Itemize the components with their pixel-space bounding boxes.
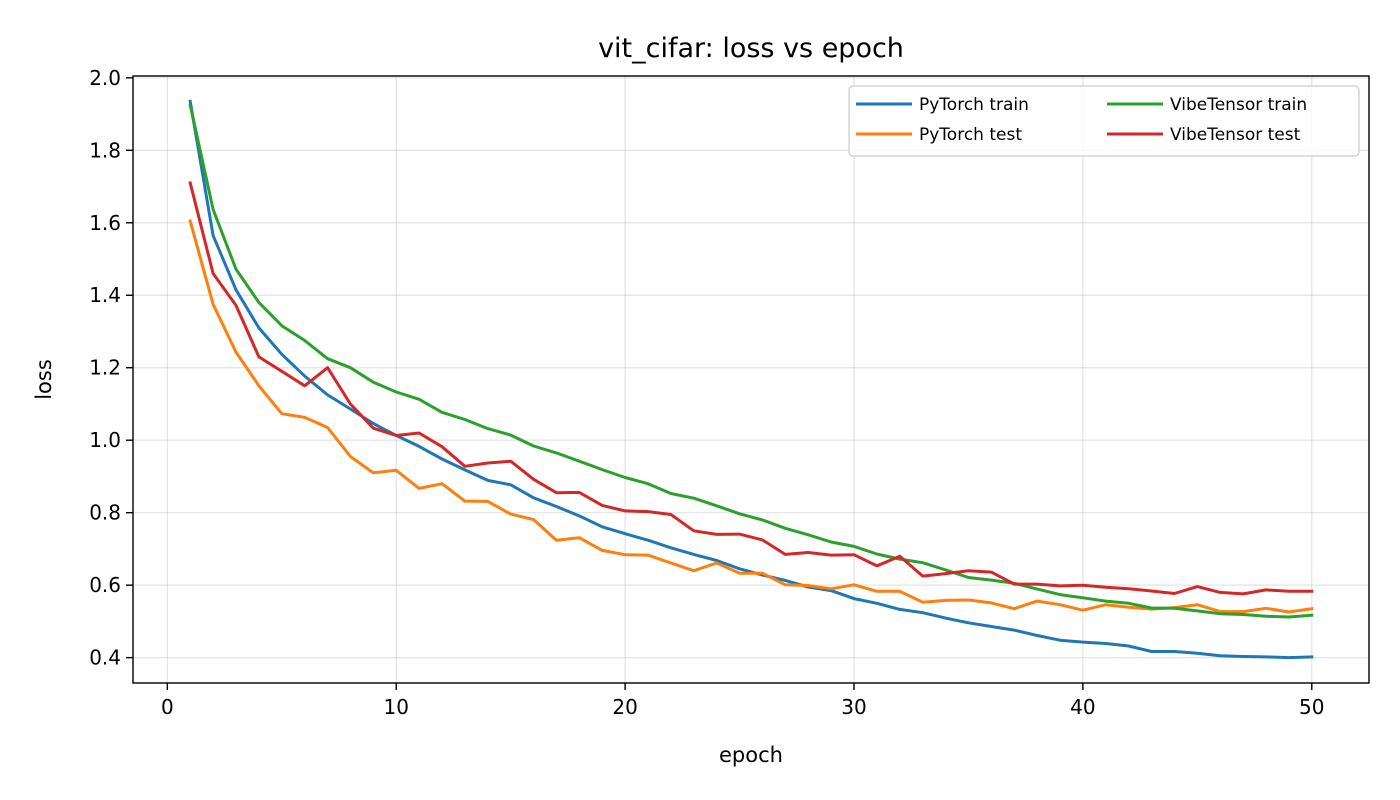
series-line-vibetensor-test [188,181,1314,596]
y-axis: 0.4 0.6 0.8 1.0 1.2 1.4 1.6 1.8 2.0 [89,66,133,670]
legend-label-vibetensor-train: VibeTensor train [1170,95,1307,115]
series-line-vibetensor-train [188,103,1314,619]
y-tick-label: 2.0 [89,66,121,90]
y-tick-label: 1.4 [89,283,121,307]
legend-label-vibetensor-test: VibeTensor test [1170,125,1301,145]
y-tick-label: 0.6 [89,573,121,597]
legend-label-pytorch-test: PyTorch test [919,125,1022,145]
series-line-pytorch-test [188,219,1314,614]
x-axis: 0 10 20 30 40 50 [161,683,1325,719]
chart-title: vit_cifar: loss vs epoch [598,33,904,64]
grid-lines [133,76,1369,683]
plot-frame [132,75,1370,684]
y-tick-label: 1.0 [89,428,121,452]
legend: PyTorch train PyTorch test VibeTensor trai… [848,85,1360,157]
x-tick-label: 20 [612,695,637,719]
y-axis-title: loss [32,359,56,400]
y-tick-label: 0.8 [89,501,121,525]
y-tick-label: 0.4 [89,646,121,670]
y-tick-label: 1.8 [89,138,121,162]
x-axis-title: epoch [719,743,783,767]
legend-box [848,85,1360,157]
x-tick-label: 50 [1299,695,1324,719]
x-tick-label: 30 [841,695,866,719]
x-tick-label: 10 [383,695,408,719]
series-lines [188,99,1314,660]
y-tick-label: 1.2 [89,356,121,380]
y-tick-label: 1.6 [89,211,121,235]
legend-label-pytorch-train: PyTorch train [919,95,1029,115]
x-tick-label: 0 [161,695,174,719]
x-tick-label: 40 [1070,695,1095,719]
